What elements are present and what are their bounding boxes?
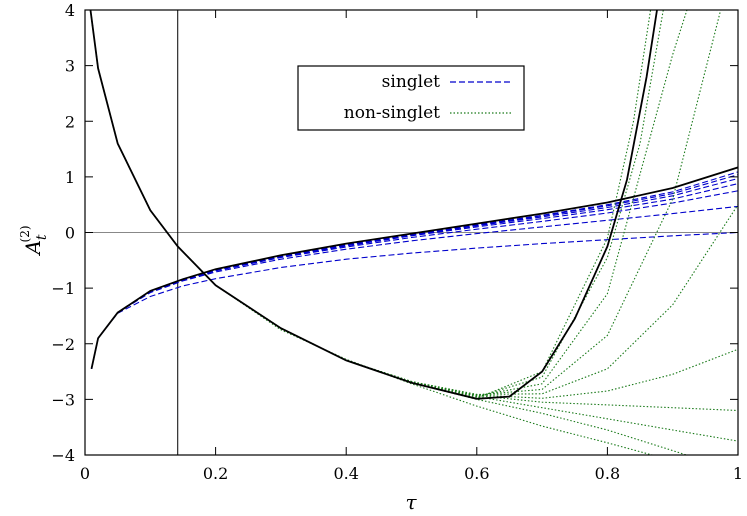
series-non-singlet-curve-9 [89, 10, 652, 399]
series-envelope-curve-0 [90, 166, 738, 369]
series-non-singlet-curve-8 [89, 10, 664, 398]
y-tick-label: 2 [65, 112, 75, 131]
series-envelope [89, 10, 738, 400]
series-singlet-curve-6 [90, 171, 738, 369]
x-tick-label: 1 [733, 464, 743, 483]
legend: singlet non-singlet [297, 65, 525, 131]
y-tick-label: −1 [51, 279, 75, 298]
y-axis-label-sub: t [34, 234, 50, 240]
y-tick-label: 1 [65, 168, 75, 187]
series-non-singlet-curve-4 [89, 10, 738, 399]
series-singlet-curve-1 [90, 205, 738, 369]
legend-label-singlet: singlet [382, 72, 440, 92]
y-tick-label: 4 [65, 1, 75, 20]
legend-label-non-singlet: non-singlet [344, 103, 440, 123]
x-tick-label: 0.2 [203, 464, 228, 483]
series-non-singlet-curve-7 [89, 10, 688, 397]
y-axis-label-base: A [21, 240, 45, 256]
y-tick-label: −4 [51, 446, 75, 465]
legend-box [297, 65, 525, 131]
series-non-singlet-curve-5 [89, 10, 738, 395]
series-singlet-curve-3 [90, 183, 738, 369]
reference-lines [85, 10, 738, 455]
x-tick-label: 0.8 [595, 464, 620, 483]
series-singlet-curve-4 [90, 177, 738, 369]
x-tick-label: 0.4 [333, 464, 358, 483]
series-non-singlet-curve-3 [89, 10, 738, 412]
series-envelope-curve-1 [89, 10, 658, 400]
x-tick-label: 0.6 [464, 464, 489, 483]
x-tick-label: 0 [80, 464, 90, 483]
series-singlet-curve-5 [90, 174, 738, 369]
chart-curves [89, 10, 738, 455]
series-non-singlet-curve-0 [89, 10, 655, 455]
y-tick-label: −2 [51, 335, 75, 354]
y-tick-label: 0 [65, 224, 75, 243]
series-singlet-curve-0 [90, 231, 738, 369]
y-tick-label: 3 [65, 57, 75, 76]
x-axis-label: τ [405, 490, 417, 514]
y-axis-label-sup: (2) [18, 225, 32, 242]
y-axis-label: At(2) [18, 225, 50, 256]
y-tick-label: −3 [51, 390, 75, 409]
series-singlet-curve-2 [90, 190, 738, 369]
series-singlet [90, 171, 738, 369]
axis-ticks: 0 0.2 0.4 0.6 0.8 1 −4 −3 −2 −1 0 1 2 3 4 [51, 1, 743, 483]
